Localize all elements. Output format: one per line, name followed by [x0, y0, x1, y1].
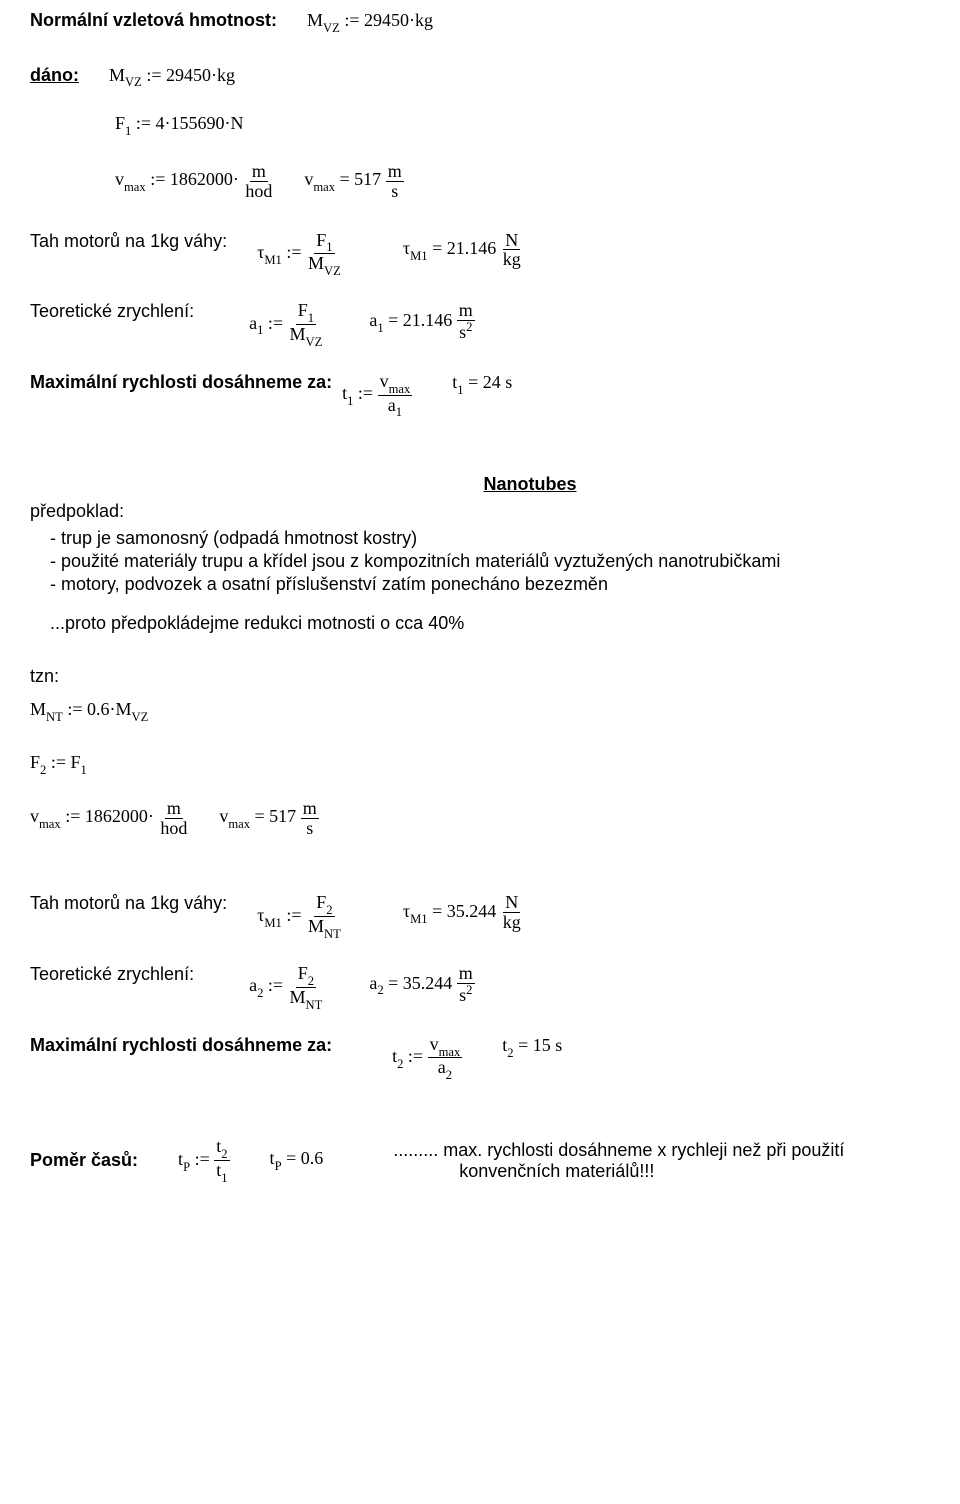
predpoklad-block: předpoklad: - trup je samonosný (odpadá … [30, 501, 930, 634]
max1-res: t1 = 24 s [452, 372, 512, 397]
tah1-line: Tah motorů na 1kg váhy: τM1 := F1MVZ τM1… [30, 231, 930, 278]
label-dano: dáno: [30, 65, 79, 86]
label-teor1: Teoretické zrychlení: [30, 301, 194, 322]
teor1-line: Teoretické zrychlení: a1 := F1MVZ a1 = 2… [30, 301, 930, 348]
predpoklad-list: - trup je samonosný (odpadá hmotnost kos… [50, 528, 930, 595]
label-teor2: Teoretické zrychlení: [30, 964, 194, 985]
dano-l2: F1 := 4·155690·N [115, 113, 243, 138]
predpoklad-b2: - použité materiály trupu a křídel jsou … [50, 551, 930, 572]
label-tah2: Tah motorů na 1kg váhy: [30, 893, 227, 914]
tah2-line: Tah motorů na 1kg váhy: τM1 := F2MNT τM1… [30, 893, 930, 940]
max1-line: Maximální rychlosti dosáhneme za: t1 := … [30, 372, 930, 419]
pomer-mid: tP = 0.6 [270, 1148, 324, 1173]
teor2-line: Teoretické zrychlení: a2 := F2MNT a2 = 3… [30, 964, 930, 1011]
max2-line: Maximální rychlosti dosáhneme za: t2 := … [30, 1035, 930, 1082]
eq-mass: MVZ := 29450·kg [307, 10, 433, 35]
max2-eq: t2 := vmaxa2 [392, 1035, 462, 1082]
label-max2: Maximální rychlosti dosáhneme za: [30, 1035, 332, 1056]
max2-res: t2 = 15 s [502, 1035, 562, 1060]
dano-line: dáno: MVZ := 29450·kg [30, 65, 930, 90]
dano-l3b: vmax = 517 ms [304, 162, 403, 201]
max1-eq: t1 := vmaxa1 [342, 372, 412, 419]
teor1-res: a1 = 21.146 ms2 [369, 301, 474, 342]
tah1-eq: τM1 := F1MVZ [257, 231, 343, 278]
teor2-eq: a2 := F2MNT [249, 964, 324, 1011]
vmax2-a: vmax := 1862000· mhod [30, 799, 189, 838]
tah2-eq: τM1 := F2MNT [257, 893, 343, 940]
dano-l2-line: F1 := 4·155690·N [115, 113, 930, 138]
predpoklad-b1: - trup je samonosný (odpadá hmotnost kos… [50, 528, 930, 549]
predpoklad-note: ...proto předpokládejme redukci motnosti… [50, 613, 930, 634]
dano-l3a: vmax := 1862000· mhod [115, 162, 274, 201]
f2-eq: F2 := F1 [30, 752, 930, 777]
teor2-res: a2 = 35.244 ms2 [369, 964, 474, 1005]
tah2-res: τM1 = 35.244 Nkg [403, 893, 523, 932]
pomer-note2: konvenčních materiálů!!! [459, 1161, 844, 1182]
tzn-eq: MNT := 0.6·MVZ [30, 699, 930, 724]
predpoklad-b3: - motory, podvozek a osatní příslušenstv… [50, 574, 930, 595]
label-predpoklad: předpoklad: [30, 501, 930, 522]
label-tah1: Tah motorů na 1kg váhy: [30, 231, 227, 252]
tah1-res: τM1 = 21.146 Nkg [403, 231, 523, 270]
label-mass: Normální vzletová hmotnost: [30, 10, 277, 31]
mass-line: Normální vzletová hmotnost: MVZ := 29450… [30, 10, 930, 35]
pomer-eq: tP := t2t1 [178, 1137, 230, 1184]
dano-l1: MVZ := 29450·kg [109, 65, 235, 90]
pomer-line: Poměr časů: tP := t2t1 tP = 0.6 ........… [30, 1137, 930, 1184]
pomer-note-block: ......... max. rychlosti dosáhneme x ryc… [393, 1140, 844, 1182]
dano-l3-line: vmax := 1862000· mhod vmax = 517 ms [115, 162, 930, 201]
vmax2-b: vmax = 517 ms [219, 799, 318, 838]
label-pomer: Poměr časů: [30, 1150, 138, 1171]
vmax2-line: vmax := 1862000· mhod vmax = 517 ms [30, 799, 930, 838]
nanotubes-heading: Nanotubes [130, 474, 930, 495]
pomer-note1: ......... max. rychlosti dosáhneme x ryc… [393, 1140, 844, 1161]
label-max1: Maximální rychlosti dosáhneme za: [30, 372, 332, 393]
tzn-label: tzn: [30, 666, 930, 687]
teor1-eq: a1 := F1MVZ [249, 301, 324, 348]
